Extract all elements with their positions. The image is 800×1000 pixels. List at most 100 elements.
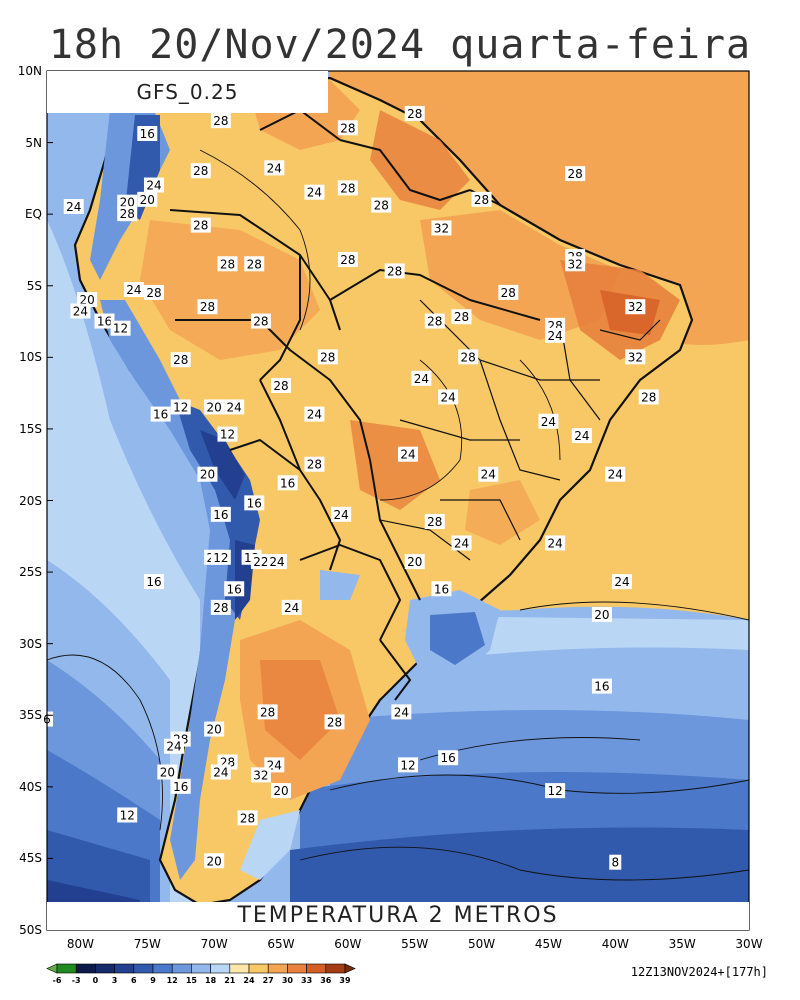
svg-text:28: 28 xyxy=(454,310,469,324)
colorbar-label: 15 xyxy=(185,976,197,985)
isotherm-label: 24 xyxy=(611,574,632,590)
svg-text:28: 28 xyxy=(146,286,161,300)
lon-label: 65W xyxy=(267,937,295,951)
lat-label: 40S xyxy=(19,779,42,794)
lat-label: 5N xyxy=(25,135,42,150)
svg-text:24: 24 xyxy=(227,400,242,414)
svg-text:28: 28 xyxy=(260,705,275,719)
lon-label: 40W xyxy=(601,937,629,951)
isotherm-label: 28 xyxy=(324,714,345,730)
isotherm-label: 16 xyxy=(244,495,265,511)
isotherm-label: 24 xyxy=(210,764,231,780)
isotherm-label: 28 xyxy=(404,105,425,121)
svg-text:28: 28 xyxy=(340,253,355,267)
isotherm-label: 12 xyxy=(217,426,238,442)
svg-text:24: 24 xyxy=(614,575,629,589)
variable-label: TEMPERATURA 2 METROS xyxy=(47,902,749,930)
svg-text:28: 28 xyxy=(193,164,208,178)
lon-label: 55W xyxy=(401,937,429,951)
isotherm-label: 20 xyxy=(204,721,225,737)
isotherm-label: 24 xyxy=(123,282,144,298)
svg-text:16: 16 xyxy=(146,575,161,589)
isotherm-label: 28 xyxy=(257,704,278,720)
isotherm-label: 16 xyxy=(438,750,459,766)
isotherm-label: 28 xyxy=(424,513,445,529)
svg-text:16: 16 xyxy=(153,408,168,422)
svg-text:28: 28 xyxy=(247,257,262,271)
svg-text:20: 20 xyxy=(594,608,609,622)
lat-label: 10N xyxy=(17,64,42,78)
svg-text:28: 28 xyxy=(427,515,442,529)
lon-label: 70W xyxy=(200,937,228,951)
svg-text:24: 24 xyxy=(547,536,562,550)
svg-text:16: 16 xyxy=(140,127,155,141)
lat-label: 10S xyxy=(19,350,42,365)
colorbar-label: 39 xyxy=(339,976,351,985)
svg-text:28: 28 xyxy=(387,264,402,278)
lat-label: 20S xyxy=(19,493,42,508)
svg-text:16: 16 xyxy=(441,751,456,765)
svg-text:28: 28 xyxy=(213,601,228,615)
isotherm-label: 24 xyxy=(571,428,592,444)
isotherm-label: 24 xyxy=(538,413,559,429)
country-borders xyxy=(169,109,541,701)
isotherm-label: 24 xyxy=(478,466,499,482)
svg-text:20: 20 xyxy=(273,784,288,798)
colorbar-label: 33 xyxy=(301,976,313,985)
svg-text:24: 24 xyxy=(146,179,161,193)
isotherm-label: 16 xyxy=(137,125,158,141)
svg-text:24: 24 xyxy=(547,329,562,343)
svg-text:16: 16 xyxy=(247,496,262,510)
svg-text:28: 28 xyxy=(340,121,355,135)
svg-text:28: 28 xyxy=(200,300,215,314)
isotherm-label: 16 xyxy=(224,581,245,597)
svg-text:12: 12 xyxy=(220,428,235,442)
isotherm-label: 20 xyxy=(137,191,158,207)
isotherm-label: 28 xyxy=(210,113,231,129)
isotherm-label: 22 xyxy=(250,554,271,570)
colorbar-label: 18 xyxy=(205,976,217,985)
svg-text:28: 28 xyxy=(340,181,355,195)
isotherm-label: 24 xyxy=(331,506,352,522)
isotherm-label: 24 xyxy=(304,184,325,200)
lat-label: 35S xyxy=(19,708,42,723)
colorbar-swatch xyxy=(210,963,231,974)
svg-text:28: 28 xyxy=(193,219,208,233)
svg-text:28: 28 xyxy=(240,811,255,825)
isotherm-label: 24 xyxy=(398,446,419,462)
svg-text:28: 28 xyxy=(213,114,228,128)
colorbar-swatch xyxy=(46,963,58,974)
isotherm-label: 20 xyxy=(157,764,178,780)
colorbar-label: 36 xyxy=(320,976,332,985)
isotherm-label: 28 xyxy=(271,377,291,393)
svg-text:28: 28 xyxy=(173,353,188,367)
isotherm-label: 32 xyxy=(625,349,646,365)
colorbar-swatch xyxy=(325,963,346,974)
isotherm-label: 16 xyxy=(277,475,298,491)
svg-text:24: 24 xyxy=(269,555,284,569)
isotherm-label: 24 xyxy=(281,599,302,615)
isotherm-label: 28 xyxy=(210,599,231,615)
isotherm-label: 32 xyxy=(625,299,646,315)
svg-text:24: 24 xyxy=(441,390,456,404)
lat-label: 50S xyxy=(19,923,42,937)
isotherm-label: 28 xyxy=(190,217,211,233)
isotherm-label: 12 xyxy=(110,320,131,336)
isotherm-label: 28 xyxy=(244,256,265,272)
isotherm-label: 20 xyxy=(591,607,612,623)
isotherm-label: 28 xyxy=(143,284,164,300)
svg-text:22: 22 xyxy=(253,555,268,569)
svg-text:24: 24 xyxy=(267,161,282,175)
isotherm-label: 28 xyxy=(471,191,492,207)
isotherm-label: 20 xyxy=(271,783,291,799)
svg-text:24: 24 xyxy=(454,536,469,550)
isotherm-label: 28 xyxy=(565,166,586,182)
svg-text:24: 24 xyxy=(166,740,181,754)
colorbar-label: 3 xyxy=(111,976,118,985)
isotherm-label: 28 xyxy=(197,299,218,315)
svg-text:20: 20 xyxy=(207,723,222,737)
colorbar-swatch xyxy=(114,963,135,974)
lon-label: 80W xyxy=(66,937,94,951)
svg-text:12: 12 xyxy=(547,784,562,798)
lon-label: 45W xyxy=(534,937,562,951)
